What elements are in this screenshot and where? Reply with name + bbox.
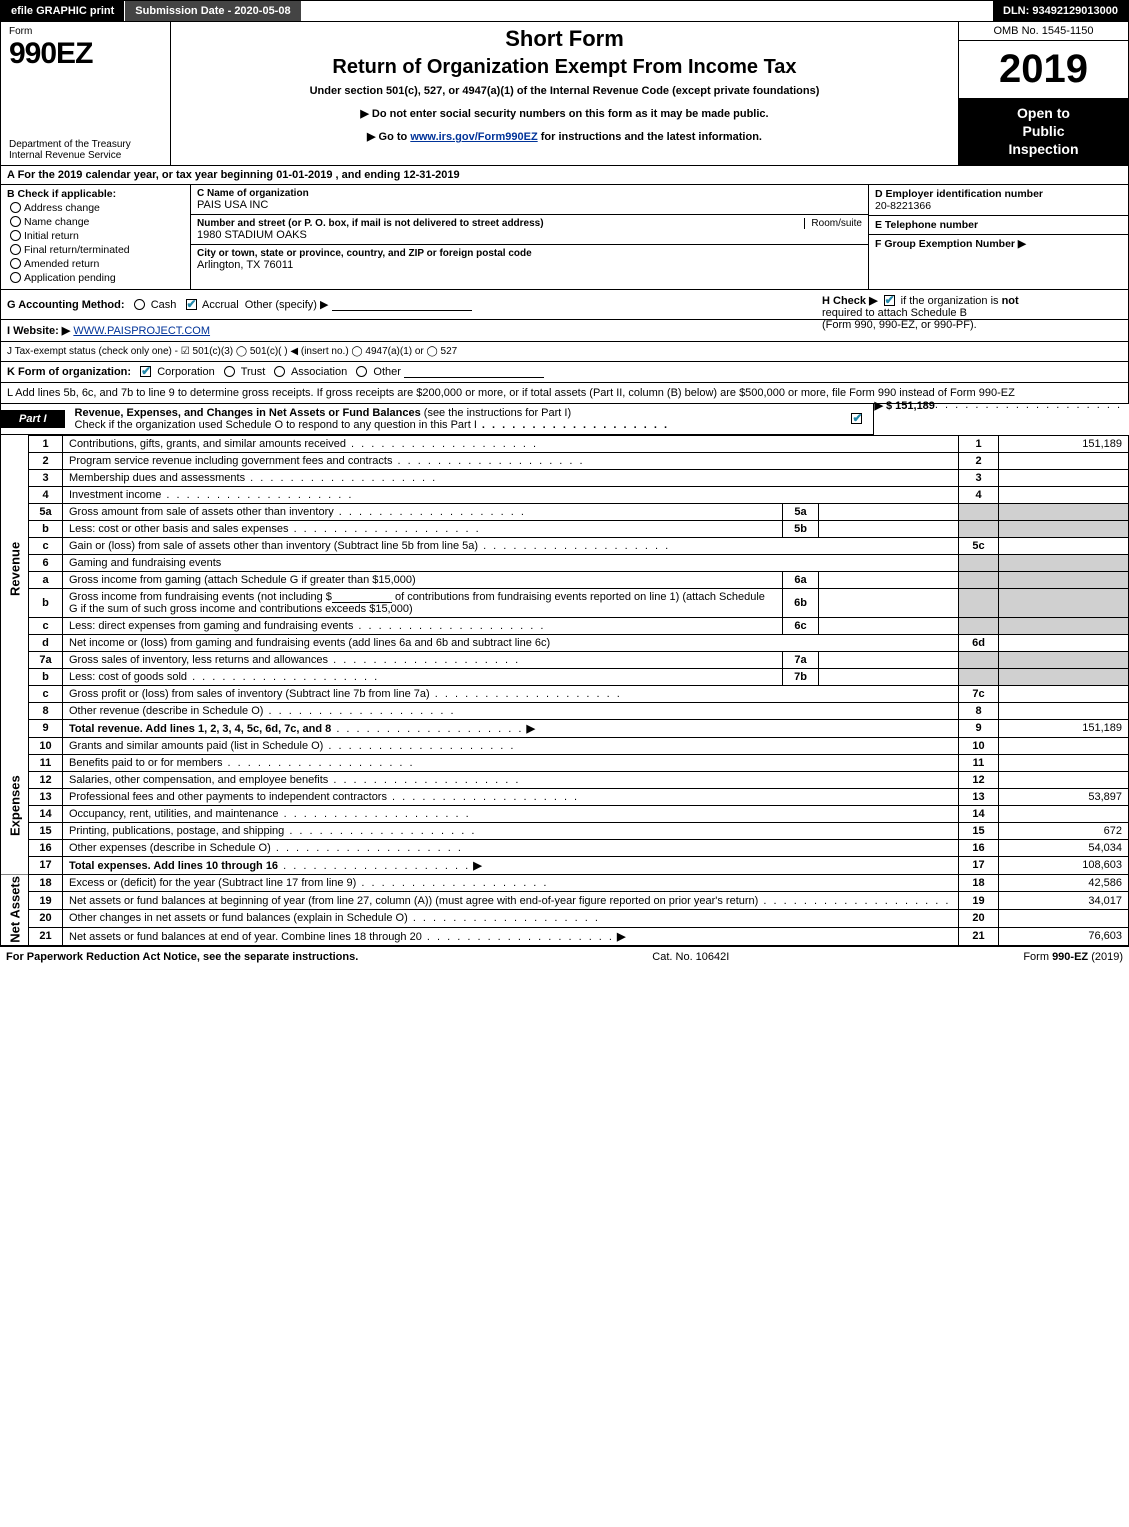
part-i-label: Part I <box>1 410 65 428</box>
chk-application-pending[interactable]: Application pending <box>7 272 184 284</box>
section-j: J Tax-exempt status (check only one) - ☑… <box>0 342 1129 362</box>
c-city-label: City or town, state or province, country… <box>197 248 862 259</box>
header-sub1: Under section 501(c), 527, or 4947(a)(1)… <box>181 85 948 97</box>
other-specify-input[interactable] <box>332 299 472 311</box>
open-public-inspection: Open toPublicInspection <box>959 98 1128 165</box>
ein-value: 20-8221366 <box>875 200 931 212</box>
total-expenses: 108,603 <box>999 856 1129 874</box>
j-text: J Tax-exempt status (check only one) - ☑… <box>7 346 457 357</box>
b-label: B Check if applicable: <box>7 188 116 200</box>
section-k: K Form of organization: Corporation Trus… <box>0 362 1129 383</box>
c-name-label: C Name of organization <box>197 188 862 199</box>
chk-h[interactable] <box>884 295 895 306</box>
line-a-text: A For the 2019 calendar year, or tax yea… <box>1 166 1128 184</box>
k-other-input[interactable] <box>404 366 544 378</box>
org-address: 1980 STADIUM OAKS <box>197 229 862 241</box>
header-middle: Short Form Return of Organization Exempt… <box>171 22 958 165</box>
header-sub2: ▶ Do not enter social security numbers o… <box>181 107 948 120</box>
omb-number: OMB No. 1545-1150 <box>959 22 1128 41</box>
dln-label: DLN: 93492129013000 <box>993 1 1128 21</box>
section-l: L Add lines 5b, 6c, and 7b to line 9 to … <box>0 383 1129 404</box>
line1-value: 151,189 <box>999 435 1129 452</box>
header-right: OMB No. 1545-1150 2019 Open toPublicInsp… <box>958 22 1128 165</box>
org-city: Arlington, TX 76011 <box>197 259 862 271</box>
part-i-schedule-o-check[interactable] <box>851 413 862 424</box>
part-i-header: Part I Revenue, Expenses, and Changes in… <box>0 404 874 435</box>
part-i-title: Revenue, Expenses, and Changes in Net As… <box>65 404 680 434</box>
top-bar: efile GRAPHIC print Submission Date - 20… <box>0 0 1129 22</box>
i-label: I Website: ▶ <box>7 325 70 337</box>
department-label: Department of the Treasury Internal Reve… <box>9 139 162 161</box>
submission-date: Submission Date - 2020-05-08 <box>125 1 300 21</box>
bcdef-block: B Check if applicable: Address change Na… <box>0 185 1129 290</box>
chk-name-change[interactable]: Name change <box>7 216 184 228</box>
irs-link[interactable]: www.irs.gov/Form990EZ <box>410 131 537 143</box>
chk-association[interactable] <box>274 366 285 377</box>
room-suite-label: Room/suite <box>804 218 862 229</box>
e-label: E Telephone number <box>875 219 978 231</box>
f-label: F Group Exemption Number ▶ <box>875 238 1026 250</box>
section-g: G Accounting Method: Cash Accrual Other … <box>0 290 1129 320</box>
org-name: PAIS USA INC <box>197 199 862 211</box>
section-b: B Check if applicable: Address change Na… <box>1 185 191 289</box>
chk-accrual[interactable] <box>186 299 197 310</box>
header-left: Form 990EZ Department of the Treasury In… <box>1 22 171 165</box>
short-form-title: Short Form <box>181 26 948 52</box>
chk-address-change[interactable]: Address change <box>7 202 184 214</box>
c-addr-label: Number and street (or P. O. box, if mail… <box>197 218 862 229</box>
chk-final-return[interactable]: Final return/terminated <box>7 244 184 256</box>
section-c: C Name of organization PAIS USA INC Numb… <box>191 185 868 289</box>
netassets-section-label: Net Assets <box>1 874 29 946</box>
line-a: A For the 2019 calendar year, or tax yea… <box>0 166 1129 185</box>
footer-right: Form 990-EZ (2019) <box>1023 951 1123 963</box>
section-i: I Website: ▶ WWW.PAISPROJECT.COM <box>0 320 1129 342</box>
d-label: D Employer identification number <box>875 188 1043 200</box>
total-revenue: 151,189 <box>999 719 1129 737</box>
section-def: D Employer identification number 20-8221… <box>868 185 1128 289</box>
header-sub3: ▶ Go to www.irs.gov/Form990EZ for instru… <box>181 130 948 143</box>
chk-other[interactable] <box>356 366 367 377</box>
g-label: G Accounting Method: <box>7 299 125 311</box>
page-footer: For Paperwork Reduction Act Notice, see … <box>0 946 1129 967</box>
line13-value: 53,897 <box>999 788 1129 805</box>
net-assets-eoy: 76,603 <box>999 927 1129 946</box>
revenue-section-label: Revenue <box>1 435 29 702</box>
expenses-section-label: Expenses <box>1 737 29 874</box>
footer-catno: Cat. No. 10642I <box>652 951 729 963</box>
chk-amended-return[interactable]: Amended return <box>7 258 184 270</box>
l-amount: ▶ $ 151,189 <box>874 399 934 412</box>
l-text: L Add lines 5b, 6c, and 7b to line 9 to … <box>7 387 1015 399</box>
form-number: 990EZ <box>9 37 162 71</box>
chk-trust[interactable] <box>224 366 235 377</box>
footer-left: For Paperwork Reduction Act Notice, see … <box>6 951 358 963</box>
form-word: Form <box>9 26 162 37</box>
form-header: Form 990EZ Department of the Treasury In… <box>0 22 1129 166</box>
line-num: 1 <box>29 435 63 452</box>
radio-cash[interactable] <box>134 299 145 310</box>
chk-initial-return[interactable]: Initial return <box>7 230 184 242</box>
tax-year: 2019 <box>959 41 1128 98</box>
website-link[interactable]: WWW.PAISPROJECT.COM <box>73 325 210 337</box>
part-i-table: Revenue 1 Contributions, gifts, grants, … <box>0 435 1129 947</box>
chk-corporation[interactable] <box>140 366 151 377</box>
k-label: K Form of organization: <box>7 366 131 378</box>
return-title: Return of Organization Exempt From Incom… <box>181 56 948 79</box>
efile-print-button[interactable]: efile GRAPHIC print <box>1 1 125 21</box>
